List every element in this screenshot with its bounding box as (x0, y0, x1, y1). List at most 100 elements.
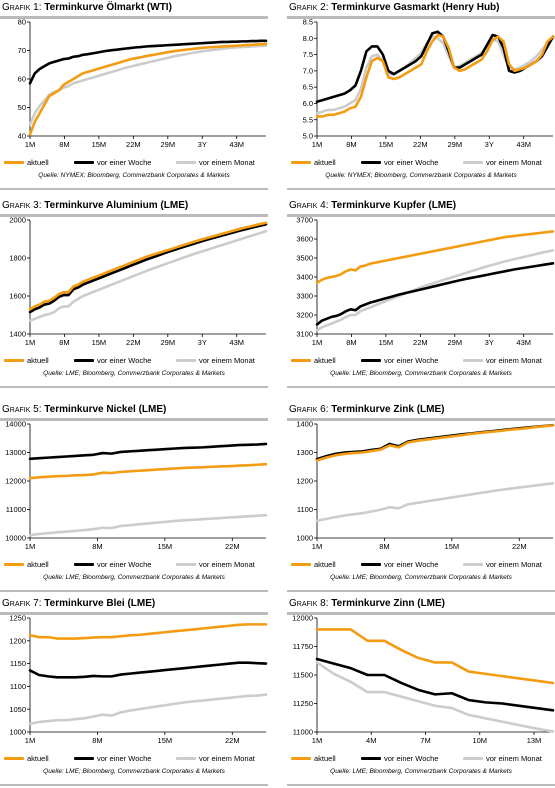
chart-title: Grafik 8: Terminkurve Zinn (LME) (287, 596, 555, 612)
legend-item: vor einem Monat (176, 156, 255, 168)
x-tick-label: 8M (92, 736, 102, 745)
legend-item: vor einem Monat (463, 752, 542, 764)
legend-item: aktuell (4, 354, 49, 366)
x-tick-label: 1M (312, 338, 322, 347)
x-tick-label: 1M (25, 736, 35, 745)
y-tick-label: 11000 (293, 728, 313, 737)
x-tick-label: 10M (472, 736, 487, 745)
x-tick-label: 7M (420, 736, 430, 745)
legend-swatch (176, 562, 196, 566)
title-rule (287, 16, 555, 19)
series-line-vor-einem-monat (315, 661, 555, 733)
series-line-vor-einem-monat (28, 693, 268, 726)
y-tick-label: 50 (18, 103, 26, 112)
series-line-vor-einer-woche (315, 262, 555, 326)
y-tick-label: 1200 (296, 477, 313, 486)
chart-source: Quelle: LME; Bloomberg, Commerzbank Corp… (330, 370, 512, 377)
legend-swatch (74, 562, 94, 566)
chart-title: Grafik 1: Terminkurve Ölmarkt (WTI) (0, 0, 268, 16)
chart-title: Grafik 3: Terminkurve Aluminium (LME) (0, 198, 268, 214)
chart-legend: aktuell vor einer Woche vor einem Monat (0, 558, 268, 570)
chart-title: Grafik 6: Terminkurve Zink (LME) (287, 402, 555, 418)
series-line-aktuell (315, 230, 555, 284)
chart-source: Quelle: LME; Bloomberg, Commerzbank Corp… (43, 370, 225, 377)
y-tick-label: 14000 (5, 420, 26, 429)
legend-item: vor einer Woche (361, 354, 438, 366)
chart-title-text: Terminkurve Nickel (LME) (44, 404, 167, 415)
y-tick-label: 3400 (296, 273, 313, 282)
bottom-rule (0, 590, 268, 592)
legend-swatch (4, 756, 24, 760)
legend-label: vor einer Woche (97, 355, 152, 365)
legend-item: vor einem Monat (176, 354, 255, 366)
legend-item: vor einem Monat (463, 558, 542, 570)
chart-source: Quelle: LME; Bloomberg, Commerzbank Corp… (43, 768, 225, 775)
bottom-rule (287, 188, 555, 190)
legend-swatch (463, 562, 483, 566)
x-tick-label: 15M (158, 736, 173, 745)
legend-label: vor einer Woche (384, 157, 439, 167)
x-tick-label: 4M (366, 736, 376, 745)
chart-title-prefix: Grafik 2: (289, 2, 332, 13)
legend-swatch (361, 160, 381, 164)
chart-title: Grafik 5: Terminkurve Nickel (LME) (0, 402, 268, 418)
legend-label: aktuell (27, 157, 49, 167)
legend-swatch (176, 358, 196, 362)
series-line-vor-einer-woche (315, 657, 555, 712)
chart-title-text: Terminkurve Kupfer (LME) (331, 200, 457, 211)
legend-item: aktuell (4, 752, 49, 764)
chart-panel-6: Grafik 6: Terminkurve Zink (LME) 1000 1100… (287, 402, 555, 592)
x-tick-label: 43M (516, 140, 531, 149)
legend-label: vor einer Woche (384, 753, 439, 763)
legend-label: vor einem Monat (486, 753, 542, 763)
legend-item: aktuell (4, 558, 49, 570)
y-tick-label: 1100 (10, 682, 26, 691)
legend-label: aktuell (314, 355, 336, 365)
legend-label: vor einem Monat (199, 157, 255, 167)
chart-plot: 40 50 60 70 80 1M 8M 15M 22M 29M 3Y 43M (18, 18, 268, 149)
chart-legend: aktuell vor einer Woche vor einem Monat (0, 752, 268, 764)
series-line-aktuell (315, 424, 555, 462)
x-tick-label: 15M (92, 140, 107, 149)
legend-item: vor einem Monat (176, 558, 255, 570)
x-tick-label: 29M (448, 338, 463, 347)
chart-legend: aktuell vor einer Woche vor einem Monat (287, 354, 555, 366)
chart-title-prefix: Grafik 5: (2, 404, 45, 415)
y-tick-label: 3500 (296, 254, 313, 263)
y-tick-label: 3100 (296, 330, 313, 339)
legend-label: vor einer Woche (97, 157, 152, 167)
y-tick-label: 3200 (296, 311, 313, 320)
legend-label: aktuell (27, 355, 49, 365)
y-tick-label: 8.5 (303, 18, 313, 27)
legend-item: vor einer Woche (361, 752, 438, 764)
y-tick-label: 2000 (9, 216, 26, 225)
x-tick-label: 22M (413, 140, 428, 149)
title-rule (0, 418, 268, 421)
legend-swatch (463, 756, 483, 760)
series-line-vor-einem-monat (315, 35, 555, 115)
legend-label: vor einem Monat (199, 559, 255, 569)
legend-label: vor einem Monat (486, 559, 542, 569)
bottom-rule (0, 188, 268, 190)
x-tick-label: 1M (312, 542, 322, 551)
y-tick-label: 1400 (9, 330, 26, 339)
y-tick-label: 11000 (6, 505, 26, 514)
chart-legend: aktuell vor einer Woche vor einem Monat (287, 752, 555, 764)
y-tick-label: 40 (18, 132, 26, 141)
chart-panel-7: Grafik 7: Terminkurve Blei (LME) 1000 1050… (0, 596, 268, 786)
legend-item: vor einem Monat (176, 752, 255, 764)
chart-title: Grafik 2: Terminkurve Gasmarkt (Henry Hu… (287, 0, 555, 16)
x-tick-label: 8M (379, 542, 389, 551)
y-tick-label: 11500 (293, 671, 313, 680)
x-tick-label: 29M (161, 140, 176, 149)
x-tick-label: 15M (379, 338, 394, 347)
bottom-rule (0, 386, 268, 388)
title-rule (287, 214, 555, 217)
x-tick-label: 29M (448, 140, 463, 149)
y-tick-label: 1100 (297, 505, 313, 514)
legend-swatch (74, 358, 94, 362)
series-line-vor-einem-monat (28, 513, 268, 537)
series-line-vor-einer-woche (28, 661, 268, 679)
y-tick-label: 1050 (9, 705, 26, 714)
chart-legend: aktuell vor einer Woche vor einem Monat (287, 558, 555, 570)
